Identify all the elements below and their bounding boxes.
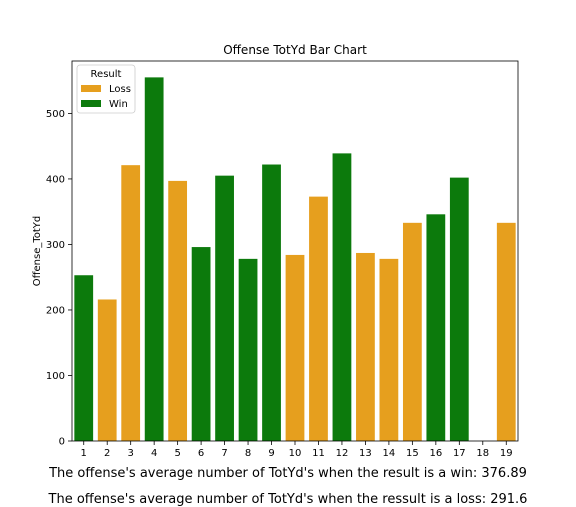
x-tick-label: 6 bbox=[198, 448, 204, 459]
x-tick-label: 18 bbox=[476, 448, 489, 459]
y-tick-label: 300 bbox=[46, 240, 65, 251]
x-tick-label: 9 bbox=[268, 448, 274, 459]
y-tick-label: 200 bbox=[46, 305, 65, 316]
bar-10 bbox=[285, 254, 305, 441]
legend-swatch-loss bbox=[81, 85, 101, 92]
x-tick-label: 14 bbox=[383, 448, 396, 459]
bar-chart: Offense TotYd Bar Chart 0 100 200 300 400 500… bbox=[32, 43, 519, 459]
x-tick-label: 1 bbox=[81, 448, 87, 459]
y-axis: 0 100 200 300 400 500 bbox=[46, 109, 72, 448]
win-average-caption: The offense's average number of TotYd's … bbox=[49, 466, 527, 481]
legend-swatch-win bbox=[81, 100, 101, 107]
x-tick-label: 11 bbox=[312, 448, 325, 459]
legend-label-win: Win bbox=[109, 99, 128, 110]
bar-12 bbox=[332, 153, 352, 441]
x-tick-label: 10 bbox=[289, 448, 302, 459]
x-tick-label: 17 bbox=[453, 448, 466, 459]
x-tick-label: 3 bbox=[127, 448, 133, 459]
legend-label-loss: Loss bbox=[109, 84, 131, 95]
loss-average-caption: The offense's average number of TotYd's … bbox=[48, 492, 528, 507]
bars-group bbox=[74, 77, 516, 442]
bar-5 bbox=[168, 180, 188, 441]
bar-16 bbox=[426, 214, 446, 441]
bar-9 bbox=[262, 164, 281, 441]
y-tick-label: 0 bbox=[59, 437, 65, 448]
bar-1 bbox=[74, 275, 94, 441]
x-tick-label: 12 bbox=[336, 448, 349, 459]
y-tick-label: 400 bbox=[46, 174, 65, 185]
x-tick-label: 4 bbox=[151, 448, 157, 459]
y-tick-label: 100 bbox=[46, 371, 65, 382]
bar-19 bbox=[496, 222, 516, 441]
bar-3 bbox=[121, 165, 141, 441]
bar-7 bbox=[215, 175, 234, 442]
x-tick-label: 7 bbox=[221, 448, 227, 459]
bar-4 bbox=[144, 77, 164, 442]
x-tick-label: 19 bbox=[500, 448, 513, 459]
bar-6 bbox=[191, 247, 211, 441]
bar-11 bbox=[309, 196, 328, 441]
x-tick-label: 16 bbox=[429, 448, 442, 459]
y-tick-label: 500 bbox=[46, 109, 65, 120]
x-tick-label: 2 bbox=[104, 448, 110, 459]
x-tick-label: 8 bbox=[245, 448, 251, 459]
bar-14 bbox=[379, 258, 399, 441]
plot-frame bbox=[71, 60, 519, 442]
x-tick-label: 5 bbox=[174, 448, 180, 459]
x-tick-label: 13 bbox=[359, 448, 372, 459]
chart-title: Offense TotYd Bar Chart bbox=[223, 43, 367, 57]
bar-17 bbox=[449, 177, 469, 441]
bar-13 bbox=[356, 252, 375, 441]
y-axis-label: Offense_TotYd bbox=[32, 216, 43, 287]
legend: Result Loss Win bbox=[76, 64, 136, 114]
bar-2 bbox=[97, 299, 117, 441]
bar-15 bbox=[402, 222, 422, 441]
x-axis: 1 2 3 4 5 6 7 8 9 10 11 12 13 14 15 16 17 18 19 bbox=[81, 441, 513, 459]
bar-8 bbox=[238, 258, 258, 441]
legend-title: Result bbox=[91, 69, 122, 80]
x-tick-label: 15 bbox=[406, 448, 419, 459]
